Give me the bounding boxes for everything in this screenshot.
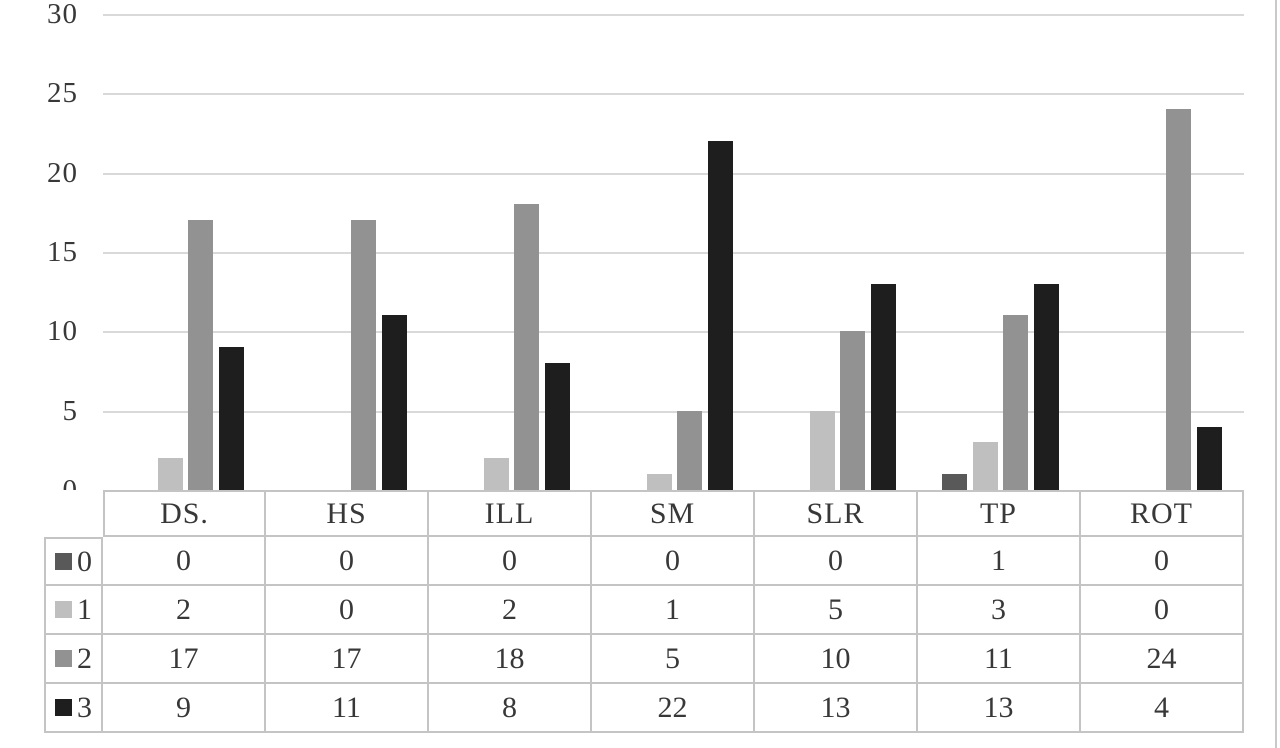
legend-series-name: 2 [77, 641, 92, 675]
bar-series-3-ROT [1196, 426, 1222, 490]
y-axis-tick-label: 10 [47, 315, 78, 348]
legend-cell-series-0: 0 [44, 537, 103, 586]
table-value-cell: 13 [918, 684, 1081, 733]
table-value-cell: 4 [1081, 684, 1244, 733]
bar-series-1-TP [972, 442, 998, 490]
table-header-TP: TP [918, 490, 1081, 537]
chart-data-table: DS. HS ILL SM SLR TP ROT 0 0 0 0 0 0 1 0 1 2 0 2 1 5 3 0 2 17 17 1… [44, 490, 1244, 733]
gridline-y-30 [103, 14, 1244, 16]
chart-frame-right-edge [1275, 0, 1277, 748]
table-header-SLR: SLR [755, 490, 918, 537]
table-value-cell: 5 [592, 635, 755, 684]
table-value-cell: 11 [918, 635, 1081, 684]
table-value-cell: 0 [592, 537, 755, 586]
table-corner-cell [44, 490, 103, 537]
table-value-cell: 2 [103, 586, 266, 635]
table-value-cell: 24 [1081, 635, 1244, 684]
legend-cell-series-1: 1 [44, 586, 103, 635]
legend-swatch-icon [55, 601, 72, 618]
legend-swatch-icon [55, 650, 72, 667]
y-axis-tick-label: 5 [62, 394, 78, 427]
gridline-y-5 [103, 410, 1244, 413]
gridline-y-25 [103, 93, 1244, 96]
table-header-ILL: ILL [429, 490, 592, 537]
table-header-ROT: ROT [1081, 490, 1244, 537]
table-header-HS: HS [266, 490, 429, 537]
gridline-y-10 [103, 331, 1244, 334]
table-value-cell: 1 [592, 586, 755, 635]
gridline-y-20 [103, 172, 1244, 175]
bar-series-3-ILL [544, 363, 570, 490]
table-value-cell: 13 [755, 684, 918, 733]
bar-series-2-TP [1003, 315, 1028, 490]
table-value-cell: 18 [429, 635, 592, 684]
plot-area [103, 14, 1244, 490]
legend-series-name: 0 [77, 544, 92, 578]
bar-series-2-SLR [840, 331, 865, 490]
table-value-cell: 9 [103, 684, 266, 733]
table-value-cell: 0 [1081, 537, 1244, 586]
legend-cell-series-2: 2 [44, 635, 103, 684]
table-value-cell: 0 [266, 586, 429, 635]
bar-series-1-SM [646, 474, 672, 490]
gridline-y-15 [103, 252, 1244, 254]
table-value-cell: 0 [429, 537, 592, 586]
bar-series-3-SLR [870, 283, 896, 490]
y-axis-tick-label: 20 [47, 156, 78, 189]
legend-swatch-icon [55, 553, 72, 570]
table-value-cell: 8 [429, 684, 592, 733]
legend-series-name: 1 [77, 592, 92, 626]
bar-series-1-ILL [483, 458, 509, 490]
y-axis-tick-label: 25 [47, 77, 78, 110]
bar-series-2-SM [677, 410, 702, 490]
bar-series-3-HS [381, 315, 407, 490]
table-value-cell: 0 [755, 537, 918, 586]
table-header-DS: DS. [103, 490, 266, 537]
y-axis-tick-label: 30 [47, 0, 78, 30]
bar-series-1-DS [157, 458, 183, 490]
table-value-cell: 10 [755, 635, 918, 684]
bar-series-3-SM [707, 140, 733, 490]
table-value-cell: 3 [918, 586, 1081, 635]
legend-swatch-icon [55, 699, 72, 716]
table-value-cell: 2 [429, 586, 592, 635]
legend-series-name: 3 [77, 690, 92, 724]
table-value-cell: 22 [592, 684, 755, 733]
bar-series-3-DS [218, 347, 244, 490]
bar-series-2-HS [351, 220, 376, 490]
table-value-cell: 0 [103, 537, 266, 586]
table-value-cell: 5 [755, 586, 918, 635]
bar-series-2-DS [188, 220, 213, 490]
table-value-cell: 1 [918, 537, 1081, 586]
table-value-cell: 17 [103, 635, 266, 684]
bar-series-3-TP [1033, 283, 1059, 490]
table-value-cell: 11 [266, 684, 429, 733]
table-value-cell: 17 [266, 635, 429, 684]
bar-series-2-ILL [514, 204, 539, 490]
bar-series-0-TP [942, 474, 967, 490]
y-axis-tick-label: 15 [47, 236, 78, 268]
bar-series-2-ROT [1166, 109, 1191, 490]
legend-cell-series-3: 3 [44, 684, 103, 733]
table-header-SM: SM [592, 490, 755, 537]
bar-series-1-SLR [809, 410, 835, 490]
table-value-cell: 0 [1081, 586, 1244, 635]
table-value-cell: 0 [266, 537, 429, 586]
